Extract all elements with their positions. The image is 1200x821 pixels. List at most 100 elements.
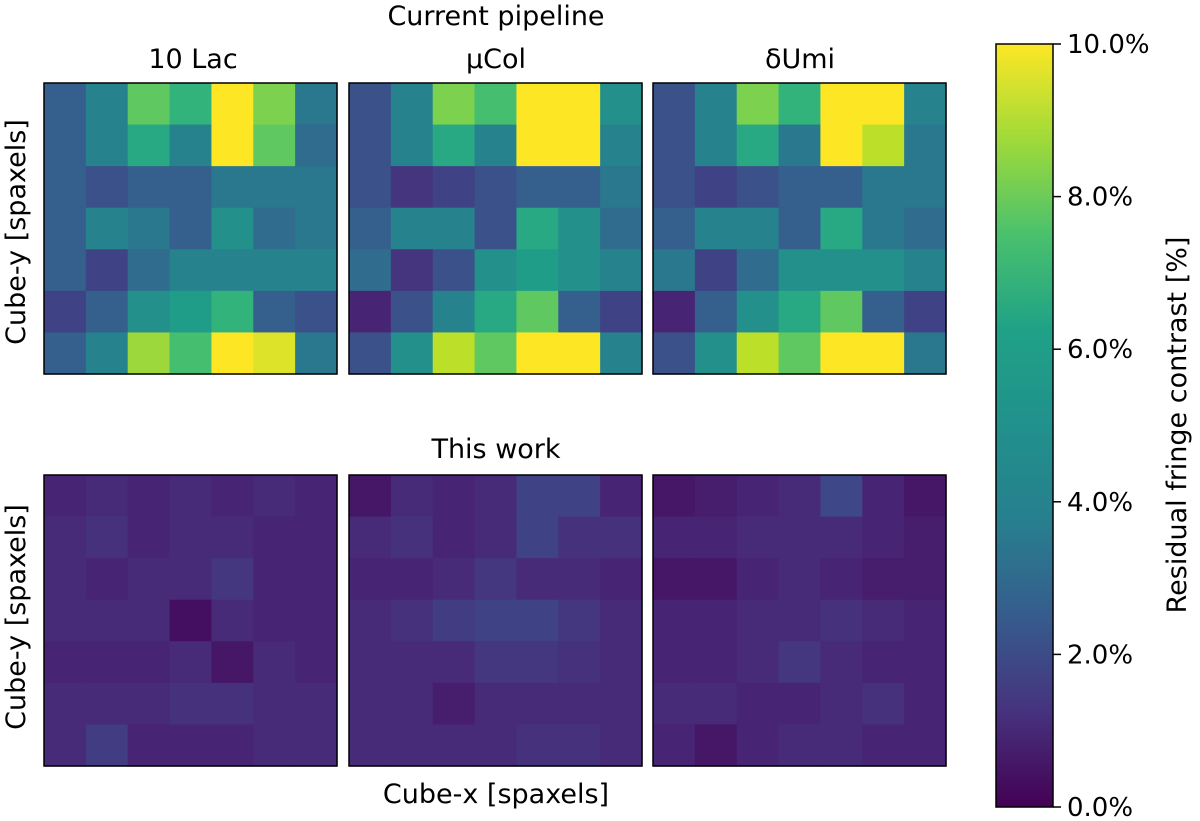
heatmap-cell [211, 641, 254, 684]
heatmap-cell [736, 332, 780, 375]
heatmap-cell [600, 516, 643, 559]
heatmap-cell [127, 641, 171, 684]
colorbar-tick-label: 0.0% [1067, 793, 1133, 821]
heatmap-cell [820, 332, 863, 375]
heatmap-cell [85, 290, 129, 334]
heatmap-cell [653, 724, 696, 767]
heatmap-cell [778, 724, 822, 767]
heatmap-cell [694, 124, 738, 167]
heatmap-cell [44, 207, 87, 250]
heatmap-cell [600, 641, 643, 684]
heatmap-cell [44, 332, 87, 375]
heatmap-cell [736, 249, 780, 292]
heatmap-cell [904, 724, 947, 767]
heatmap-cell [600, 558, 643, 601]
heatmap-cell [127, 682, 171, 726]
heatmap-cell [653, 599, 696, 642]
heatmap-cell [349, 83, 392, 126]
heatmap-cell [44, 682, 87, 726]
heatmap-cell [169, 166, 213, 209]
heatmap-cell [349, 166, 392, 209]
heatmap-cell [862, 124, 905, 167]
heatmap-cell [600, 124, 643, 167]
heatmap-cell [474, 475, 518, 518]
heatmap-cell [600, 83, 643, 126]
heatmap-cell [558, 475, 601, 518]
heatmap-cell [862, 83, 905, 126]
heatmap-cell [600, 682, 643, 726]
heatmap-cell [558, 207, 601, 250]
heatmap-cell [862, 516, 905, 559]
heatmap-cell [253, 516, 296, 559]
heatmap-cell [516, 724, 559, 767]
heatmap-cell [432, 641, 476, 684]
heatmap-cell [558, 516, 601, 559]
heatmap-cell [558, 166, 601, 209]
heatmap-cell [820, 516, 863, 559]
heatmap-cell [295, 207, 338, 250]
heatmap-cell [778, 124, 822, 167]
heatmap-cell [390, 724, 434, 767]
heatmap-cell [211, 599, 254, 642]
colorbar-tick-label: 4.0% [1067, 488, 1133, 518]
heatmap-cell [694, 682, 738, 726]
heatmap-cell [516, 682, 559, 726]
heatmap-cell [127, 207, 171, 250]
heatmap-cell [904, 475, 947, 518]
heatmap-cell [432, 724, 476, 767]
heatmap-cell [85, 641, 129, 684]
heatmap-cell [44, 475, 87, 518]
heatmap-cell [653, 124, 696, 167]
heatmap-cell [390, 516, 434, 559]
heatmap-cell [211, 475, 254, 518]
heatmap-cell [778, 332, 822, 375]
heatmap-cell [904, 641, 947, 684]
heatmap-cell [390, 641, 434, 684]
heatmap-cell [432, 516, 476, 559]
heatmap-cell [694, 558, 738, 601]
heatmap-cell [778, 166, 822, 209]
heatmap-cell [44, 599, 87, 642]
heatmap-cell [432, 166, 476, 209]
heatmap-cell [778, 290, 822, 334]
heatmap-cell [85, 682, 129, 726]
heatmap-cell [169, 641, 213, 684]
heatmap-cell [778, 475, 822, 518]
heatmap-cell [600, 724, 643, 767]
heatmap-cell [820, 724, 863, 767]
heatmap-cell [432, 207, 476, 250]
heatmap-cell [600, 599, 643, 642]
heatmap-cell [44, 124, 87, 167]
heatmap-cell [516, 249, 559, 292]
heatmap-cell [516, 599, 559, 642]
heatmap-cell [295, 124, 338, 167]
heatmap-cell [349, 332, 392, 375]
heatmap-cell [44, 641, 87, 684]
heatmap-cell [169, 124, 213, 167]
heatmap-cell [694, 83, 738, 126]
heatmap-cell [558, 599, 601, 642]
heatmap-cell [862, 166, 905, 209]
heatmap-cell [211, 124, 254, 167]
heatmap-cell [211, 332, 254, 375]
heatmap-cell [474, 724, 518, 767]
heatmap-cell [169, 599, 213, 642]
heatmap-cell [778, 83, 822, 126]
heatmap-cell [904, 682, 947, 726]
heatmap-cell [474, 83, 518, 126]
heatmap-cell [600, 166, 643, 209]
heatmap-cell [653, 682, 696, 726]
heatmap-cell [600, 290, 643, 334]
heatmap-cell [127, 516, 171, 559]
colorbar-tick-label: 10.0% [1067, 30, 1150, 60]
heatmap-cell [295, 290, 338, 334]
heatmap-cell [904, 290, 947, 334]
heatmap-cell [44, 724, 87, 767]
heatmap-cell [44, 83, 87, 126]
heatmap-cell [820, 475, 863, 518]
heatmap-cell [253, 475, 296, 518]
column-title-2: μCol [466, 44, 526, 75]
heatmap-cell [432, 475, 476, 518]
heatmap-cell [862, 475, 905, 518]
